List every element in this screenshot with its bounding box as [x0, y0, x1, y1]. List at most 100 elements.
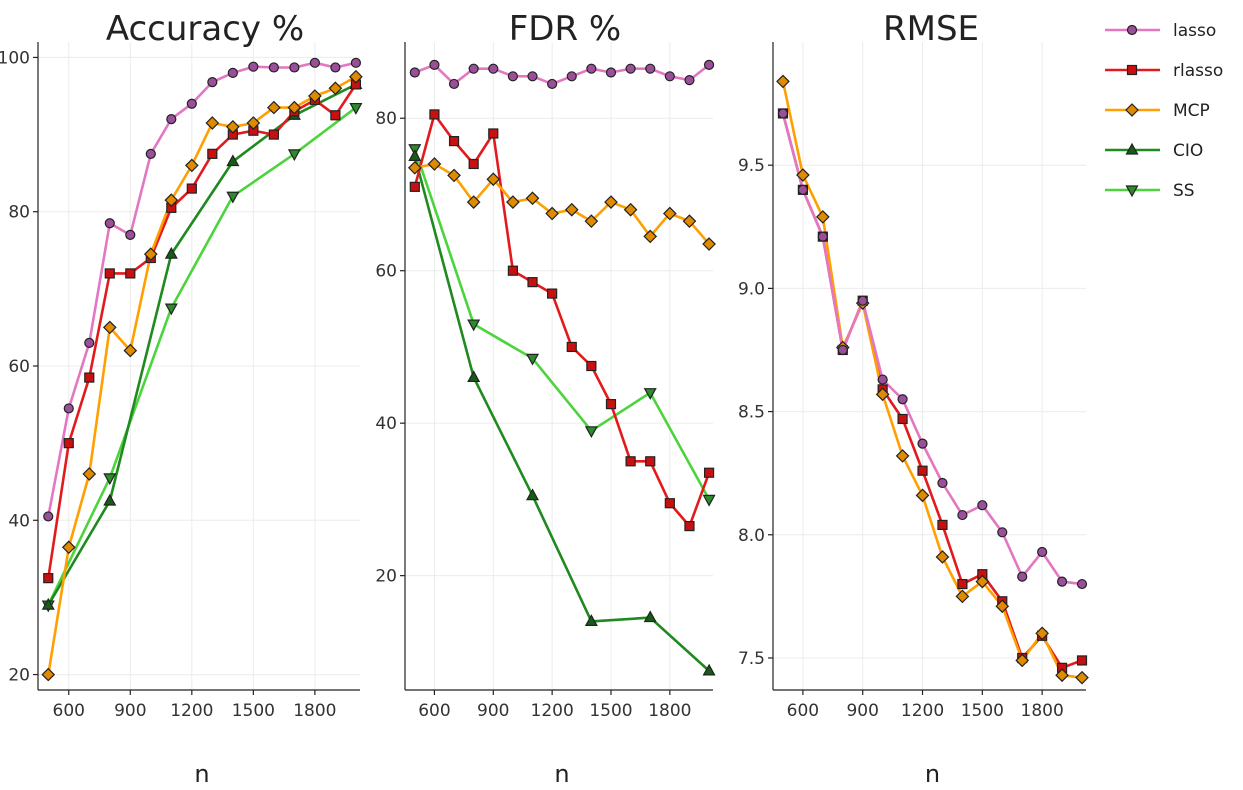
data-point-rlasso — [43, 573, 54, 584]
legend-item-lasso: lasso — [1105, 21, 1216, 41]
data-point-lasso — [309, 57, 320, 68]
data-point-rlasso — [448, 136, 460, 147]
data-point-lasso — [330, 62, 341, 73]
series-points-rlasso — [777, 108, 1088, 673]
data-point-mcp — [328, 81, 343, 96]
x-tick-label: 600 — [787, 701, 819, 721]
x-tick-label: 1500 — [232, 701, 275, 721]
data-point-mcp — [702, 237, 716, 251]
data-point-lasso — [289, 62, 300, 73]
data-point-lasso — [684, 75, 695, 86]
data-point-rlasso — [625, 456, 636, 467]
y-tick-label: 8.5 — [738, 403, 765, 423]
series-line-rlasso — [781, 113, 1083, 670]
legend-item-ss: SS — [1105, 181, 1195, 201]
data-point-cio — [526, 488, 540, 501]
data-point-mcp — [287, 100, 302, 115]
y-tick-label: 8.0 — [738, 526, 765, 546]
legend-label: lasso — [1173, 21, 1216, 41]
chart-title: Accuracy % — [106, 9, 304, 49]
series-line-ss — [47, 106, 357, 606]
x-tick-label: 900 — [114, 701, 146, 721]
data-point-cio — [164, 246, 178, 259]
data-point-lasso — [63, 403, 74, 414]
series-line-lasso — [47, 61, 357, 517]
data-point-rlasso — [645, 456, 656, 467]
data-point-cio — [584, 614, 598, 626]
data-point-lasso — [104, 218, 115, 229]
data-point-lasso — [186, 98, 197, 109]
data-point-rlasso — [330, 110, 341, 121]
data-point-lasso — [409, 67, 420, 78]
y-tick-label: 40 — [375, 414, 397, 434]
data-point-lasso — [1037, 546, 1048, 558]
data-point-mcp — [41, 667, 56, 682]
data-point-cio — [41, 597, 55, 610]
data-point-lasso — [605, 67, 617, 78]
data-point-ss — [584, 426, 598, 439]
data-point-lasso — [350, 57, 361, 68]
legend-marker-mcp — [1125, 103, 1139, 117]
data-point-lasso — [1076, 578, 1088, 590]
data-point-mcp — [875, 387, 890, 402]
data-point-cio — [467, 370, 481, 383]
series-points-mcp — [776, 74, 1089, 685]
data-point-rlasso — [566, 341, 577, 353]
series-points-ss — [408, 144, 716, 507]
data-point-rlasso — [488, 128, 499, 139]
data-point-lasso — [817, 231, 828, 242]
data-point-rlasso — [664, 498, 675, 509]
data-point-mcp — [564, 202, 579, 217]
data-point-ss — [526, 353, 540, 366]
data-point-lasso — [937, 477, 948, 489]
x-axis-label: n — [194, 760, 209, 786]
data-point-lasso — [547, 78, 558, 90]
y-tick-label: 80 — [8, 203, 30, 223]
data-point-mcp — [1075, 670, 1089, 685]
x-tick-label: 1800 — [648, 701, 691, 721]
data-point-lasso — [566, 71, 577, 82]
series-points-mcp — [407, 157, 716, 251]
data-point-mcp — [895, 449, 910, 463]
data-point-rlasso — [1076, 655, 1088, 666]
y-tick-label: 60 — [8, 357, 30, 377]
data-point-lasso — [777, 108, 789, 119]
data-point-mcp — [623, 202, 638, 217]
data-point-rlasso — [527, 277, 538, 288]
data-point-lasso — [145, 148, 156, 159]
data-point-mcp — [427, 157, 442, 171]
data-point-ss — [643, 388, 657, 400]
series-line-ss — [413, 148, 711, 501]
x-tick-label: 1200 — [170, 701, 213, 721]
x-axis-label: n — [925, 760, 940, 786]
data-point-ss — [467, 319, 481, 332]
data-point-mcp — [466, 195, 481, 209]
legend-marker-ss — [1125, 185, 1139, 198]
data-point-mcp — [123, 343, 138, 358]
data-point-lasso — [207, 77, 218, 88]
data-point-lasso — [507, 71, 518, 82]
chart-panel-accuracy-: 600 900 1200 1500 1800 20 40 60 80 100 Accuracy % n — [0, 9, 363, 788]
data-point-mcp — [143, 247, 158, 261]
chart-panel-rmse: 600 900 1200 1500 1800 7.5 8.0 8.5 9.0 9.5 RMSE n — [738, 9, 1089, 788]
data-point-lasso — [586, 63, 597, 74]
data-point-mcp — [955, 589, 970, 604]
legend-marker-rlasso — [1126, 64, 1138, 76]
data-point-rlasso — [468, 158, 479, 170]
data-point-lasso — [488, 63, 499, 74]
series-points-mcp — [41, 69, 363, 682]
series-points-lasso — [409, 59, 715, 90]
legend-label: rlasso — [1173, 61, 1223, 81]
data-point-mcp — [796, 168, 810, 182]
data-point-lasso — [997, 527, 1008, 538]
legend-label: SS — [1173, 181, 1195, 201]
data-point-cio — [702, 663, 716, 676]
x-tick-label: 900 — [477, 701, 509, 721]
legend-label: MCP — [1173, 101, 1210, 121]
data-point-mcp — [975, 574, 990, 589]
data-point-mcp — [447, 168, 461, 183]
data-point-lasso — [664, 71, 675, 82]
data-point-lasso — [917, 438, 928, 449]
data-point-rlasso — [917, 465, 928, 476]
